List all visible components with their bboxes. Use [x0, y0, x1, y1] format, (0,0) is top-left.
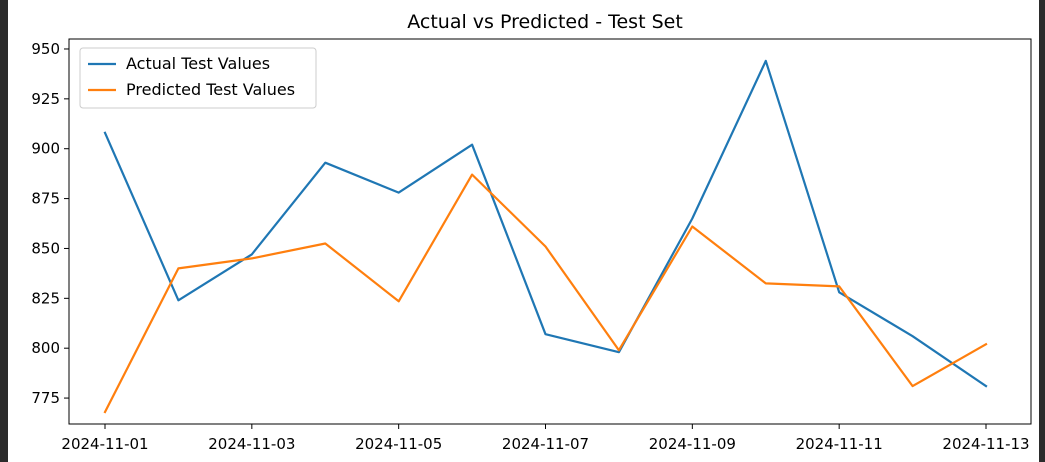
y-tick-label: 825	[31, 289, 60, 307]
y-tick-label: 775	[31, 389, 60, 407]
series-line-predicted	[103, 173, 988, 414]
y-tick-label: 900	[31, 140, 60, 158]
y-tick-label: 950	[31, 40, 60, 58]
x-tick-label: 2024-11-09	[649, 435, 736, 453]
window-frame-left	[0, 0, 8, 462]
x-tick-label: 2024-11-13	[942, 435, 1029, 453]
series-layer	[103, 59, 988, 414]
series-line-actual	[103, 59, 988, 388]
y-axis: 775 800 825 850 875 900 925 950	[31, 40, 69, 407]
x-tick-label: 2024-11-11	[796, 435, 883, 453]
x-tick-label: 2024-11-01	[61, 435, 148, 453]
x-tick-label: 2024-11-07	[502, 435, 589, 453]
y-tick-label: 875	[31, 190, 60, 208]
x-tick-label: 2024-11-03	[208, 435, 295, 453]
legend-label: Actual Test Values	[126, 54, 270, 73]
y-tick-label: 850	[31, 239, 60, 257]
window-frame-right	[1039, 0, 1045, 462]
x-axis: 2024-11-01 2024-11-03 2024-11-05 2024-11-07…	[61, 424, 1030, 453]
y-tick-label: 800	[31, 339, 60, 357]
legend-label: Predicted Test Values	[126, 80, 295, 99]
x-tick-label: 2024-11-05	[355, 435, 442, 453]
legend-box	[79, 47, 317, 109]
legend: Actual Test Values Predicted Test Values	[79, 47, 317, 109]
chart-title: Actual vs Predicted - Test Set	[407, 11, 683, 33]
y-tick-label: 925	[31, 90, 60, 108]
